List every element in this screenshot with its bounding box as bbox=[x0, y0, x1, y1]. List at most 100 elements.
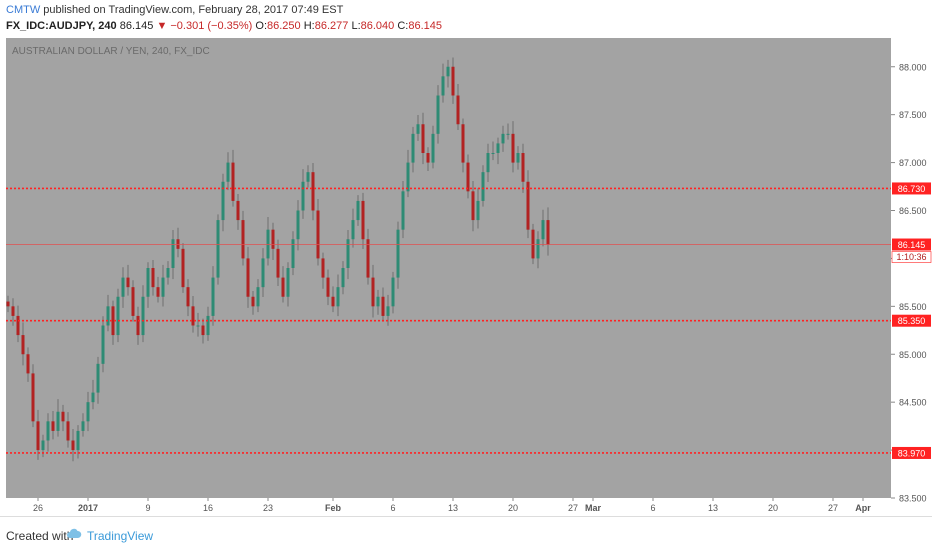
candle-body bbox=[116, 296, 120, 336]
candle-body bbox=[406, 162, 410, 192]
candle-body bbox=[516, 153, 520, 163]
candle-body bbox=[196, 325, 200, 327]
x-tick-label: 13 bbox=[708, 503, 718, 513]
x-tick-label: 23 bbox=[263, 503, 273, 513]
candle-body bbox=[91, 392, 95, 403]
candle-body bbox=[256, 287, 260, 307]
candle-body bbox=[211, 277, 215, 316]
x-tick-label: 6 bbox=[650, 503, 655, 513]
high-value: 86.277 bbox=[314, 20, 349, 32]
candle-body bbox=[491, 153, 495, 154]
candle-body bbox=[51, 421, 55, 431]
open-value: 86.250 bbox=[267, 20, 301, 32]
close-label: C: bbox=[397, 20, 409, 32]
candle-body bbox=[161, 277, 165, 297]
x-tick-label: 16 bbox=[203, 503, 213, 513]
candle-body bbox=[386, 306, 390, 316]
time-axis[interactable] bbox=[6, 498, 932, 516]
candle-body bbox=[421, 124, 425, 153]
candle-body bbox=[321, 258, 325, 278]
y-tick-label: 88.000 bbox=[899, 62, 927, 72]
candle-body bbox=[326, 277, 330, 297]
price-axis[interactable] bbox=[891, 38, 932, 498]
candlestick-chart[interactable]: AUSTRALIAN DOLLAR / YEN, 240, FX_IDC 83.… bbox=[0, 36, 932, 516]
candle-body bbox=[206, 315, 210, 336]
x-tick-label: 26 bbox=[33, 503, 43, 513]
level-price-tag bbox=[892, 238, 931, 251]
level-price-tag bbox=[892, 182, 931, 195]
candle-body bbox=[81, 421, 85, 431]
candle-body bbox=[546, 220, 550, 245]
candle-body bbox=[111, 306, 115, 336]
level-price-tag bbox=[892, 314, 931, 327]
y-tick-label: 84.500 bbox=[899, 398, 927, 408]
y-tick-label: 85.500 bbox=[899, 302, 927, 312]
chart-header: CMTW published on TradingView.com, Febru… bbox=[0, 0, 932, 40]
candle-body bbox=[471, 191, 475, 221]
candle-body bbox=[346, 239, 350, 268]
x-tick-label: 20 bbox=[768, 503, 778, 513]
candle-body bbox=[426, 153, 430, 163]
candle-body bbox=[361, 200, 365, 240]
y-tick-label: 87.500 bbox=[899, 110, 927, 120]
candle-body bbox=[16, 315, 20, 336]
candle-body bbox=[76, 430, 80, 451]
author-link[interactable]: CMTW bbox=[6, 4, 41, 16]
candle-body bbox=[531, 229, 535, 259]
candle-body bbox=[506, 133, 510, 135]
candle-body bbox=[131, 287, 135, 316]
tradingview-link[interactable]: TradingView bbox=[87, 529, 154, 543]
x-axis-ticks: 26 2017 9 16 23 Feb 6 13 20 27 Mar 6 13 20 27 Apr bbox=[33, 498, 871, 513]
candle-body bbox=[171, 239, 175, 268]
candle-body bbox=[441, 76, 445, 96]
candle-body bbox=[286, 268, 290, 297]
candle-body bbox=[301, 181, 305, 211]
candle-body bbox=[521, 153, 525, 182]
x-tick-label: Apr bbox=[855, 503, 871, 513]
y-tick-label: 87.000 bbox=[899, 158, 927, 168]
x-tick-label: 27 bbox=[828, 503, 838, 513]
candle-body bbox=[41, 440, 45, 451]
candle-body bbox=[276, 248, 280, 278]
countdown-tag bbox=[891, 251, 932, 263]
plot-area[interactable] bbox=[6, 38, 891, 498]
low-label: L: bbox=[351, 20, 361, 32]
candle-body bbox=[351, 220, 355, 240]
candle-body bbox=[396, 229, 400, 278]
open-label: O: bbox=[255, 20, 268, 32]
candle-body bbox=[481, 172, 485, 201]
candle-body bbox=[166, 268, 170, 278]
published-text: published on TradingView.com, February 2… bbox=[43, 4, 344, 16]
level-price-tag bbox=[892, 446, 931, 459]
candle-body bbox=[501, 133, 505, 144]
close-value: 86.145 bbox=[408, 20, 443, 32]
horizontal-levels: 86.730 85.350 83.970 86.145 1:10:36 bbox=[6, 182, 932, 459]
candle-body bbox=[61, 411, 65, 422]
ohlc-line: FX_IDC:AUDJPY, 240 86.145 ▼ −0.301 (−0.3… bbox=[6, 20, 442, 32]
candle-body bbox=[251, 296, 255, 307]
candle-body bbox=[431, 133, 435, 163]
candle-body bbox=[486, 153, 490, 173]
level-price-label: 85.350 bbox=[898, 316, 926, 326]
candle-body bbox=[511, 133, 515, 163]
candle-body bbox=[291, 239, 295, 268]
candle-body bbox=[181, 248, 185, 288]
x-tick-label: 2017 bbox=[78, 503, 98, 513]
footer: Created with TradingView bbox=[0, 516, 932, 551]
candle-body bbox=[96, 363, 100, 393]
candle-body bbox=[371, 277, 375, 307]
x-tick-label: 6 bbox=[390, 503, 395, 513]
level-price-label: 86.730 bbox=[898, 184, 926, 194]
level-price-label: 83.970 bbox=[898, 448, 926, 458]
candle-body bbox=[356, 200, 360, 221]
candle-body bbox=[186, 287, 190, 307]
candle-body bbox=[221, 181, 225, 221]
candle-body bbox=[136, 315, 140, 336]
candle-body bbox=[281, 277, 285, 297]
candle-body bbox=[191, 306, 195, 326]
candle-body bbox=[311, 172, 315, 211]
x-tick-label: 13 bbox=[448, 503, 458, 513]
x-tick-label: 9 bbox=[145, 503, 150, 513]
candle-body bbox=[11, 306, 15, 316]
countdown-label: 1:10:36 bbox=[896, 252, 926, 262]
